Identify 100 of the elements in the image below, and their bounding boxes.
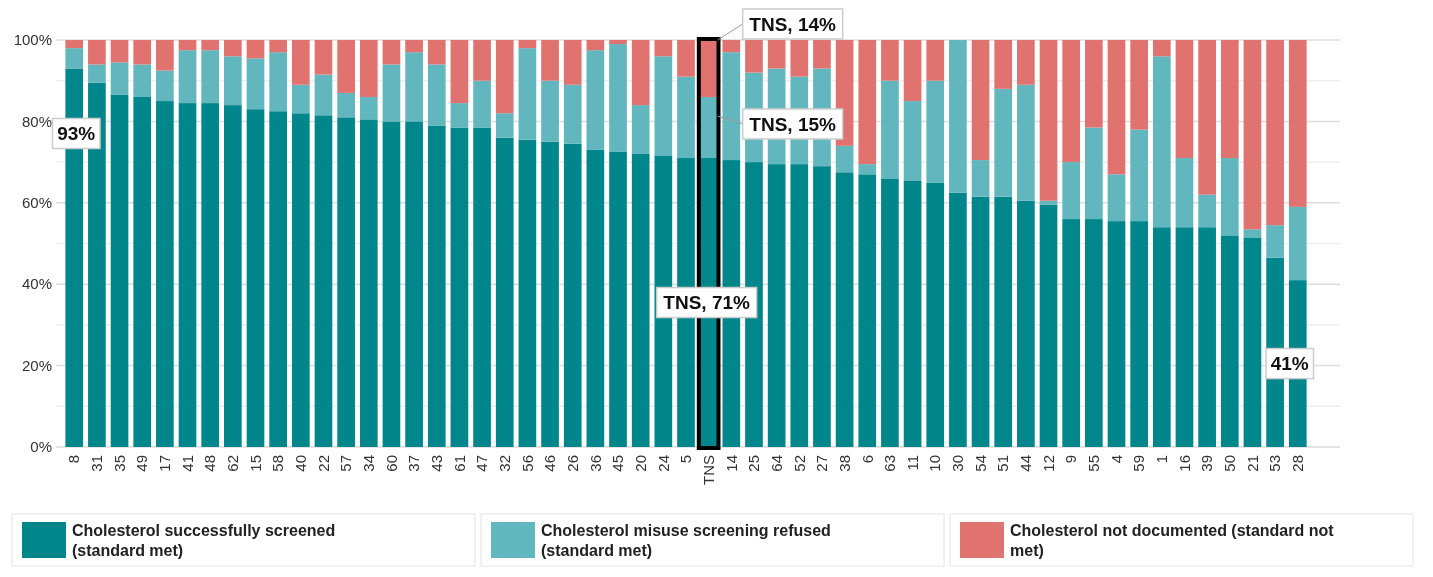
bar [495, 113, 514, 138]
bar [1198, 194, 1216, 228]
x-tick-label: 28 [1289, 455, 1307, 472]
x-tick-label: 52 [790, 455, 808, 472]
bar [1017, 40, 1035, 85]
bar [994, 196, 1013, 447]
bar [1085, 127, 1103, 220]
x-tick-label: 45 [609, 455, 627, 472]
bar [1266, 40, 1284, 226]
bar [359, 119, 378, 447]
bar [994, 88, 1013, 197]
bar [88, 64, 106, 83]
annotation: TNS, 71% [663, 292, 751, 314]
bar [1107, 174, 1126, 222]
annotation: TNS, 15% [749, 113, 837, 135]
bar [1198, 227, 1216, 447]
x-tick-label: 25 [745, 455, 763, 472]
annotation: 93% [57, 123, 96, 145]
bar [677, 76, 695, 159]
bar [971, 40, 990, 161]
bar [631, 153, 650, 447]
bar [1130, 40, 1148, 130]
x-tick-label: 44 [1017, 455, 1035, 472]
x-tick-label: 32 [495, 455, 513, 472]
bar [518, 139, 537, 447]
bar [359, 40, 378, 97]
bar [291, 84, 310, 114]
y-tick-label: 40% [21, 275, 52, 293]
bar [110, 62, 129, 95]
bar [1062, 162, 1081, 220]
y-tick-label: 60% [21, 194, 52, 212]
bar [609, 44, 627, 152]
bar [1107, 40, 1126, 175]
x-tick-label: 17 [156, 455, 174, 472]
bar [609, 151, 627, 447]
bar [654, 40, 673, 57]
bar [1198, 40, 1216, 195]
bar [903, 101, 922, 181]
x-tick-label: 4 [1107, 455, 1125, 464]
bar [1017, 84, 1035, 201]
x-tick-label: 16 [1175, 455, 1193, 472]
x-tick-label: 21 [1243, 455, 1261, 472]
x-tick-label: 15 [246, 455, 264, 472]
bar [337, 117, 355, 447]
x-tick-label: 46 [541, 455, 559, 472]
bar [382, 40, 401, 65]
bar [1266, 225, 1284, 258]
x-tick-label: 48 [201, 455, 219, 472]
bar [1152, 40, 1171, 57]
bar [178, 50, 197, 104]
x-tick-label: 55 [1085, 455, 1103, 472]
bar [563, 84, 582, 144]
bar [1039, 204, 1058, 447]
bar [427, 40, 446, 65]
x-tick-label: 39 [1198, 455, 1216, 472]
x-tick-label: 54 [971, 455, 989, 472]
bar [337, 92, 355, 118]
bar [224, 40, 242, 57]
bar [881, 40, 899, 81]
bar [518, 48, 537, 140]
bar [314, 40, 333, 75]
bar [835, 145, 854, 173]
bar [1152, 227, 1171, 447]
bar [88, 40, 106, 65]
x-tick-label: 24 [654, 455, 672, 472]
bar [654, 56, 673, 156]
bar [722, 40, 741, 53]
bar [767, 40, 786, 69]
bar [1039, 40, 1058, 201]
bar [1243, 40, 1262, 230]
bar [269, 111, 287, 447]
bar [1017, 200, 1035, 447]
bar [563, 40, 582, 85]
bar [1220, 158, 1239, 236]
bar [495, 137, 514, 447]
x-tick-label: 53 [1266, 455, 1284, 472]
bar [1085, 219, 1103, 447]
bar [201, 40, 220, 51]
bar [201, 103, 220, 447]
x-tick-label: 27 [813, 455, 831, 472]
bar [541, 141, 559, 447]
x-tick-label: 20 [631, 455, 649, 472]
bar [291, 40, 310, 85]
bar [1288, 40, 1307, 207]
bar [224, 105, 242, 447]
bar [314, 74, 333, 116]
x-tick-label: 63 [881, 455, 899, 472]
bar [291, 113, 310, 447]
bar [971, 160, 990, 197]
bar [926, 80, 945, 183]
y-tick-label: 100% [13, 31, 52, 49]
x-tick-label: 1 [1153, 455, 1171, 464]
x-tick-label: 30 [949, 455, 967, 472]
annotation: TNS, 14% [749, 13, 837, 35]
x-tick-label: 26 [563, 455, 581, 472]
bar [178, 40, 197, 51]
y-tick-label: 20% [21, 356, 52, 374]
bar [473, 40, 491, 81]
bar [178, 103, 197, 447]
bar [813, 166, 831, 447]
